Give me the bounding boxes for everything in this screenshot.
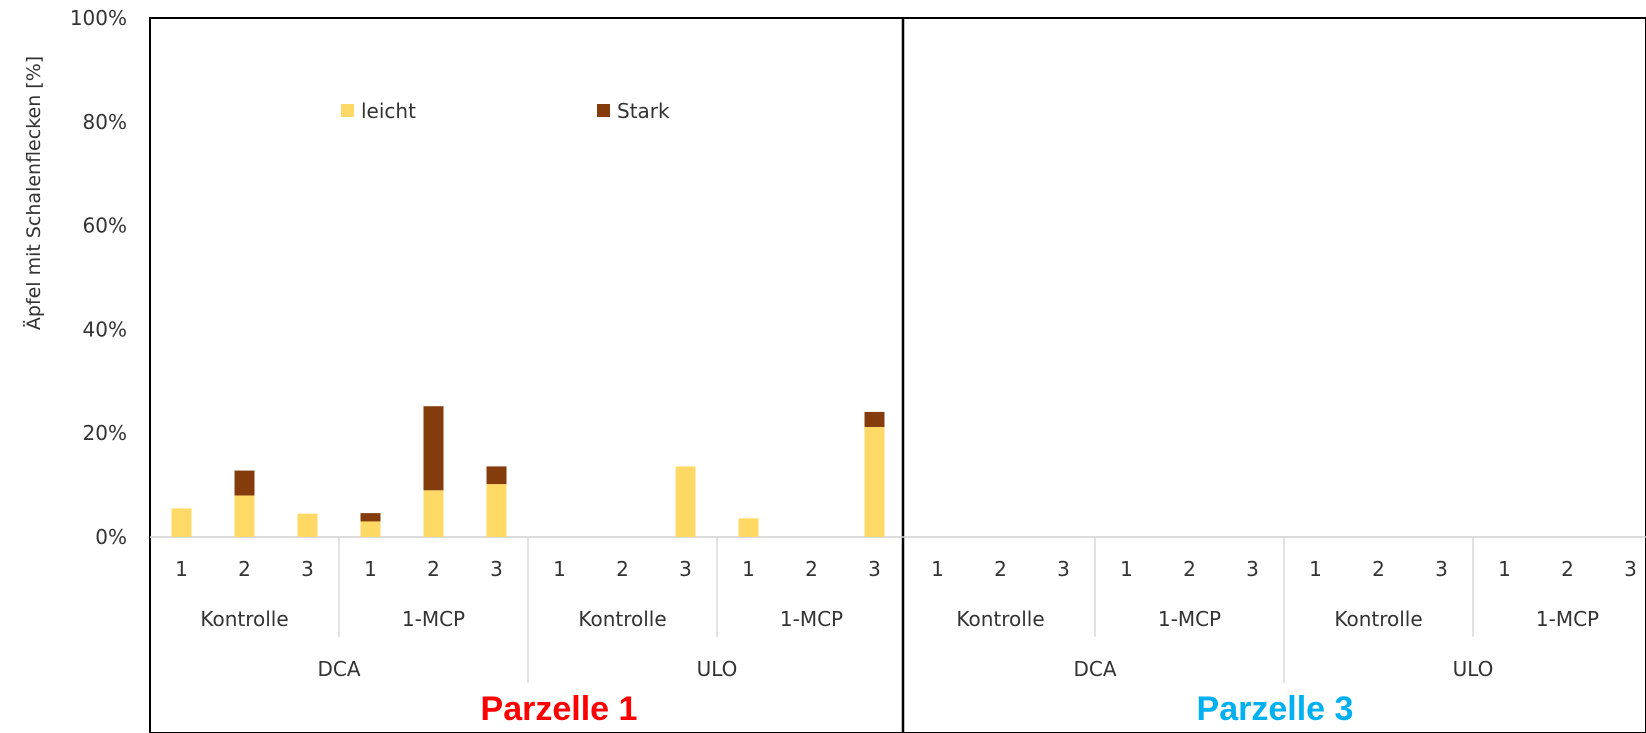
y-tick-label: 60% xyxy=(83,214,127,238)
y-tick-label: 20% xyxy=(83,421,127,445)
bar-leicht xyxy=(360,521,381,537)
y-tick-label: 40% xyxy=(83,317,127,341)
x-tick-label: 1 xyxy=(1498,557,1511,581)
x-tick-label: 1 xyxy=(553,557,566,581)
x-tick-label: 2 xyxy=(1372,557,1385,581)
panel-label-parzelle-1: Parzelle 1 xyxy=(481,690,638,728)
x-tick-label: 3 xyxy=(1246,557,1259,581)
x-tick-label: 2 xyxy=(427,557,440,581)
group-label-storage: DCA xyxy=(1073,657,1116,681)
x-tick-label: 2 xyxy=(1561,557,1574,581)
legend-label-leicht: leicht xyxy=(361,99,416,123)
y-tick-label: 80% xyxy=(83,110,127,134)
group-label-treatment: 1-MCP xyxy=(402,607,465,631)
y-tick-label: 100% xyxy=(70,6,127,30)
y-tick-label: 0% xyxy=(95,525,127,549)
y-axis-label: Äpfel mit Schalenflecken [%] xyxy=(22,56,45,330)
bar-leicht xyxy=(297,513,318,537)
group-label-treatment: 1-MCP xyxy=(1536,607,1599,631)
group-label-treatment: 1-MCP xyxy=(780,607,843,631)
group-label-treatment: Kontrolle xyxy=(1334,607,1422,631)
x-tick-label: 2 xyxy=(805,557,818,581)
x-tick-label: 1 xyxy=(931,557,944,581)
bar-leicht xyxy=(738,518,759,537)
bar-stark xyxy=(360,513,381,522)
bar-stark xyxy=(486,466,507,485)
bar-stark xyxy=(234,470,255,496)
x-tick-label: 2 xyxy=(1183,557,1196,581)
group-label-storage: ULO xyxy=(1453,657,1494,681)
bar-stark xyxy=(864,411,885,427)
x-tick-label: 3 xyxy=(868,557,881,581)
bar-leicht xyxy=(864,426,885,537)
bar-leicht xyxy=(486,484,507,537)
x-tick-label: 2 xyxy=(994,557,1007,581)
group-label-treatment: Kontrolle xyxy=(200,607,288,631)
bar-leicht xyxy=(234,495,255,537)
group-label-treatment: Kontrolle xyxy=(578,607,666,631)
bar-leicht xyxy=(171,508,192,537)
x-tick-label: 3 xyxy=(301,557,314,581)
x-tick-label: 3 xyxy=(679,557,692,581)
x-tick-label: 3 xyxy=(1435,557,1448,581)
group-label-treatment: Kontrolle xyxy=(956,607,1044,631)
legend-label-stark: Stark xyxy=(617,99,670,123)
x-tick-label: 1 xyxy=(364,557,377,581)
x-tick-label: 3 xyxy=(1057,557,1070,581)
panel-label-parzelle-3: Parzelle 3 xyxy=(1197,690,1354,728)
x-tick-label: 3 xyxy=(1624,557,1637,581)
legend-swatch-leicht xyxy=(341,104,354,117)
group-label-storage: ULO xyxy=(697,657,738,681)
group-label-storage: DCA xyxy=(317,657,360,681)
legend-swatch-stark xyxy=(597,104,610,117)
x-tick-label: 2 xyxy=(616,557,629,581)
x-tick-label: 1 xyxy=(742,557,755,581)
bar-stark xyxy=(423,406,444,491)
bar-leicht xyxy=(675,466,696,537)
x-tick-label: 3 xyxy=(490,557,503,581)
plot-area xyxy=(149,17,1646,733)
x-tick-label: 1 xyxy=(1120,557,1133,581)
group-label-treatment: 1-MCP xyxy=(1158,607,1221,631)
x-tick-label: 1 xyxy=(1309,557,1322,581)
x-tick-label: 2 xyxy=(238,557,251,581)
x-tick-label: 1 xyxy=(175,557,188,581)
bar-leicht xyxy=(423,490,444,537)
